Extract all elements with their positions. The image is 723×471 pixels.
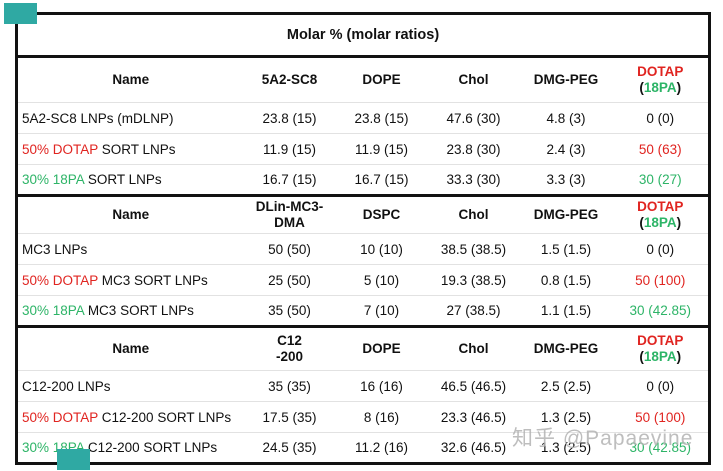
cell: 11.2 (16): [335, 432, 428, 464]
column-header-dlin-mc3-dma: DLin-MC3- DMA: [255, 199, 324, 230]
cell: 1.3 (2.5): [519, 401, 613, 433]
cell: 33.3 (30): [427, 164, 520, 196]
column-header-dmg-peg: DMG-PEG: [533, 207, 599, 223]
cell-dotap: 0 (0): [612, 102, 710, 134]
column-header-5a2-sc8: 5A2-SC8: [261, 72, 318, 88]
teal-placeholder-block-bottom: [57, 449, 90, 470]
cell-dotap: 30 (27): [612, 164, 710, 196]
cell: 1.1 (1.5): [519, 295, 613, 327]
row-name: 5A2-SC8 LNPs (mDLNP): [16, 102, 244, 134]
cell: 2.5 (2.5): [519, 370, 613, 402]
cell: 16.7 (15): [335, 164, 428, 196]
cell-dotap: 0 (0): [612, 370, 710, 402]
cell: 23.8 (15): [243, 102, 336, 134]
table-row-30-18pa-c12-sort: 30% 18PA C12-200 SORT LNPs 24.5 (35) 11.…: [16, 432, 710, 464]
column-header-dotap-18pa: DOTAP (18PA): [637, 64, 684, 95]
table-row-c12-200: C12-200 LNPs 35 (35) 16 (16) 46.5 (46.5)…: [16, 370, 710, 402]
cell: 16.7 (15): [243, 164, 336, 196]
cell: 38.5 (38.5): [427, 233, 520, 265]
table-title-row: Molar % (molar ratios): [16, 13, 710, 58]
column-header-dotap-18pa: DOTAP (18PA): [637, 333, 684, 364]
row-name: 30% 18PA C12-200 SORT LNPs: [16, 432, 244, 464]
cell: 23.8 (30): [427, 133, 520, 165]
teal-placeholder-block-top: [4, 3, 37, 24]
row-name: 50% DOTAP MC3 SORT LNPs: [16, 264, 244, 296]
column-header-dmg-peg: DMG-PEG: [533, 341, 599, 357]
cell: 0.8 (1.5): [519, 264, 613, 296]
cell: 8 (16): [335, 401, 428, 433]
cell-dotap: 50 (100): [612, 401, 710, 433]
column-header-dmg-peg: DMG-PEG: [533, 72, 599, 88]
table-row-50-dotap-c12-sort: 50% DOTAP C12-200 SORT LNPs 17.5 (35) 8 …: [16, 401, 710, 433]
cell: 2.4 (3): [519, 133, 613, 165]
cell: 35 (50): [243, 295, 336, 327]
section2-header-row: Name DLin-MC3- DMA DSPC Chol DMG-PEG DOTA…: [16, 195, 710, 234]
cell: 25 (50): [243, 264, 336, 296]
cell: 11.9 (15): [335, 133, 428, 165]
column-header-name: Name: [112, 72, 150, 88]
row-name: C12-200 LNPs: [16, 370, 244, 402]
section1-header-row: Name 5A2-SC8 DOPE Chol DMG-PEG DOTAP (18…: [17, 57, 710, 103]
cell: 5 (10): [335, 264, 428, 296]
column-header-name: Name: [112, 341, 150, 357]
cell-dotap: 50 (100): [612, 264, 710, 296]
table-row-mdlnp: 5A2-SC8 LNPs (mDLNP) 23.8 (15) 23.8 (15)…: [16, 102, 710, 134]
cell: 50 (50): [243, 233, 336, 265]
table-row-mc3: MC3 LNPs 50 (50) 10 (10) 38.5 (38.5) 1.5…: [16, 233, 710, 265]
cell-dotap: 0 (0): [612, 233, 710, 265]
table-row-50-dotap-sort: 50% DOTAP SORT LNPs 11.9 (15) 11.9 (15) …: [16, 133, 710, 165]
cell: 47.6 (30): [427, 102, 520, 134]
row-name: 50% DOTAP C12-200 SORT LNPs: [16, 401, 244, 433]
row-name: 30% 18PA SORT LNPs: [16, 164, 244, 196]
column-header-chol: Chol: [458, 207, 489, 223]
column-header-dotap-18pa: DOTAP (18PA): [637, 199, 684, 230]
cell-dotap: 30 (42.85): [612, 295, 710, 327]
cell: 19.3 (38.5): [427, 264, 520, 296]
cell: 46.5 (46.5): [427, 370, 520, 402]
cell: 27 (38.5): [427, 295, 520, 327]
cell: 3.3 (3): [519, 164, 613, 196]
row-name: 50% DOTAP SORT LNPs: [16, 133, 244, 165]
column-header-dspc: DSPC: [362, 207, 401, 223]
table: Molar % (molar ratios) Name 5A2-SC8 DOPE…: [15, 12, 712, 465]
cell: 11.9 (15): [243, 133, 336, 165]
cell: 24.5 (35): [243, 432, 336, 464]
column-header-dope: DOPE: [362, 341, 401, 357]
cell: 23.3 (46.5): [427, 401, 520, 433]
table-row-30-18pa-sort: 30% 18PA SORT LNPs 16.7 (15) 16.7 (15) 3…: [16, 164, 710, 196]
cell: 16 (16): [335, 370, 428, 402]
cell-dotap: 50 (63): [612, 133, 710, 165]
cell: 23.8 (15): [335, 102, 428, 134]
cell-dotap: 30 (42.85): [612, 432, 710, 464]
table-row-30-18pa-mc3-sort: 30% 18PA MC3 SORT LNPs 35 (50) 7 (10) 27…: [16, 295, 710, 327]
column-header-name: Name: [112, 207, 150, 223]
table-row-50-dotap-mc3-sort: 50% DOTAP MC3 SORT LNPs 25 (50) 5 (10) 1…: [16, 264, 710, 296]
molar-ratios-table: Molar % (molar ratios) Name 5A2-SC8 DOPE…: [15, 12, 712, 465]
cell: 4.8 (3): [519, 102, 613, 134]
cell: 35 (35): [243, 370, 336, 402]
table-title: Molar % (molar ratios): [16, 13, 710, 58]
column-header-chol: Chol: [458, 72, 489, 88]
cell: 32.6 (46.5): [427, 432, 520, 464]
column-header-dope: DOPE: [362, 72, 401, 88]
cell: 10 (10): [335, 233, 428, 265]
column-header-c12-200: C12 -200: [275, 333, 304, 364]
cell: 7 (10): [335, 295, 428, 327]
row-name: MC3 LNPs: [16, 233, 244, 265]
cell: 1.3 (2.5): [519, 432, 613, 464]
row-name: 30% 18PA MC3 SORT LNPs: [16, 295, 244, 327]
cell: 17.5 (35): [243, 401, 336, 433]
section3-header-row: Name C12 -200 DOPE Chol DMG-PEG DOTAP (18…: [16, 326, 710, 371]
column-header-chol: Chol: [458, 341, 489, 357]
zhihu-watermark: 知乎 @Papaevine: [512, 427, 694, 450]
cell: 1.5 (1.5): [519, 233, 613, 265]
